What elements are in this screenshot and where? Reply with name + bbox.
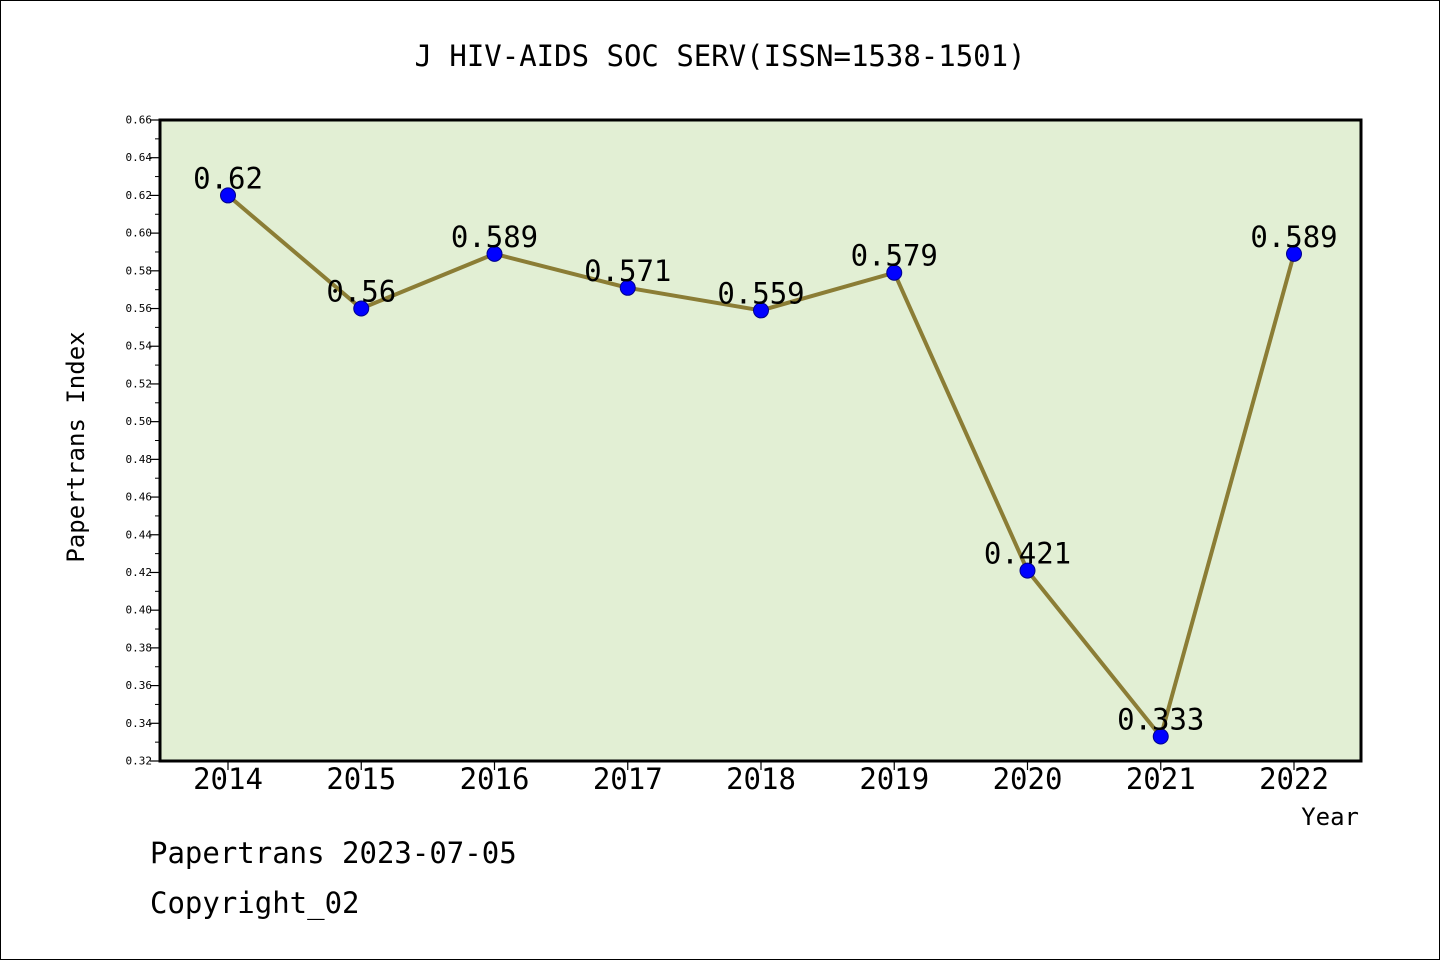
data-label: 0.62	[193, 161, 263, 195]
data-label: 0.589	[1250, 220, 1337, 254]
footer-date: Papertrans 2023-07-05	[150, 836, 517, 870]
x-tick-label: 2018	[726, 762, 796, 796]
x-tick-label: 2014	[193, 762, 263, 796]
x-tick-label: 2021	[1126, 762, 1196, 796]
data-point	[753, 302, 769, 319]
data-point	[619, 279, 636, 296]
data-label: 0.333	[1117, 702, 1204, 736]
y-tick-label: 0.40	[126, 604, 153, 617]
x-tick-label: 2016	[460, 762, 530, 796]
y-tick-label: 0.52	[126, 377, 153, 390]
data-point	[220, 187, 236, 204]
data-label: 0.56	[326, 275, 396, 309]
y-tick-label: 0.42	[126, 566, 153, 579]
x-tick-label: 2022	[1259, 762, 1329, 796]
data-label: 0.571	[584, 254, 671, 288]
y-axis: 0.32 0.34 0.36 0.38 0.40 0.42 0.44 0.46 0.48 0.50…	[126, 114, 160, 768]
data-labels: 0.62 0.56 0.589 0.571 0.559 0.579 0.421 0.333 0.…	[193, 161, 1338, 736]
data-point	[1152, 728, 1169, 745]
data-label: 0.589	[451, 220, 538, 254]
chart-title: J HIV-AIDS SOC SERV(ISSN=1538-1501)	[414, 39, 1025, 73]
y-tick-label: 0.50	[126, 415, 153, 428]
series	[220, 187, 1302, 745]
plot-area	[158, 118, 1363, 763]
x-tick-label: 2015	[326, 762, 396, 796]
data-point	[1286, 245, 1302, 262]
x-tick-label: 2017	[593, 762, 663, 796]
data-label: 0.559	[717, 276, 804, 310]
y-axis-label: Papertrans Index	[62, 331, 90, 562]
y-tick-label: 0.38	[126, 641, 153, 654]
y-tick-label: 0.62	[126, 189, 153, 202]
x-tick-label: 2019	[859, 762, 929, 796]
data-label: 0.421	[984, 537, 1071, 571]
y-tick-label: 0.44	[126, 528, 153, 541]
data-label: 0.579	[851, 239, 938, 273]
x-tick-label: 2020	[993, 762, 1063, 796]
y-tick-label: 0.34	[126, 717, 153, 730]
data-point	[1019, 562, 1036, 579]
y-tick-label: 0.36	[126, 679, 153, 692]
x-axis: 2014 2015 2016 2017 2018 2019 2020 2021 2022	[193, 761, 1329, 796]
footer-copyright: Copyright_02	[150, 886, 360, 920]
y-tick-label: 0.48	[126, 453, 153, 466]
y-tick-label: 0.32	[126, 755, 153, 768]
y-tick-label: 0.66	[126, 114, 153, 127]
y-tick-label: 0.54	[126, 340, 153, 353]
y-tick-label: 0.46	[126, 491, 153, 504]
x-axis-label: Year	[1301, 803, 1359, 831]
y-tick-label: 0.60	[126, 227, 153, 240]
data-point	[486, 245, 503, 262]
data-point	[353, 300, 370, 317]
data-point	[886, 264, 903, 281]
y-tick-label: 0.64	[126, 151, 153, 164]
y-tick-label: 0.58	[126, 264, 153, 277]
y-tick-label: 0.56	[126, 302, 153, 315]
